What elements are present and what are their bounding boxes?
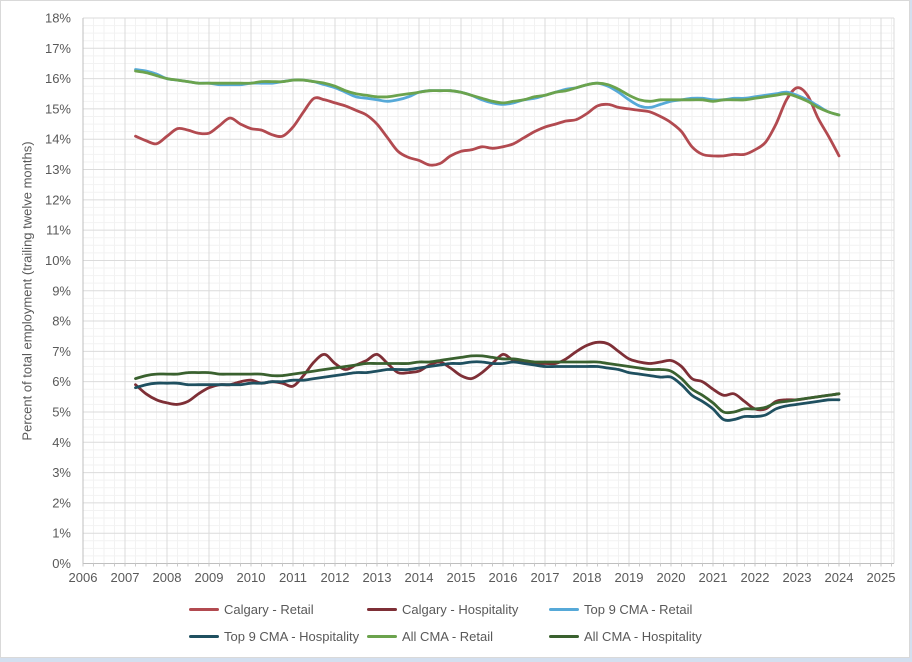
x-tick-label: 2018 bbox=[573, 570, 602, 585]
y-tick-label: 9% bbox=[52, 283, 71, 298]
x-tick-label: 2010 bbox=[237, 570, 266, 585]
axis-tick-marks bbox=[82, 563, 892, 567]
x-tick-label: 2021 bbox=[699, 570, 728, 585]
y-tick-label: 14% bbox=[45, 132, 71, 147]
legend-item-all-cma-hospitality: All CMA - Hospitality bbox=[549, 629, 702, 644]
y-tick-label: 6% bbox=[52, 374, 71, 389]
y-axis-labels: 0% 1% 2% 3% 4% 5% 6% 7% 8% 9% 10% 11% 12% 13% 14% 15% 16… bbox=[45, 11, 71, 572]
legend-line-swatch bbox=[367, 634, 397, 639]
legend-label: Top 9 CMA - Retail bbox=[584, 602, 693, 617]
series-line-top-9-cma-hospitality bbox=[134, 360, 841, 422]
legend-line-swatch bbox=[549, 607, 579, 612]
x-tick-label: 2017 bbox=[531, 570, 560, 585]
legend-label: Top 9 CMA - Hospitality bbox=[224, 629, 360, 644]
series-line-all-cma-hospitality bbox=[134, 354, 841, 415]
series-line-all-cma-retail bbox=[134, 69, 841, 117]
series-line-calgary-hospitality bbox=[134, 340, 841, 412]
x-tick-label: 2016 bbox=[489, 570, 518, 585]
y-tick-label: 0% bbox=[52, 556, 71, 571]
line-chart-svg: 0% 1% 2% 3% 4% 5% 6% 7% 8% 9% 10% 11% 12% 13% 14% 15% 16… bbox=[45, 11, 896, 586]
legend-item-calgary-retail: Calgary - Retail bbox=[189, 602, 314, 617]
legend-item-all-cma-retail: All CMA - Retail bbox=[367, 629, 493, 644]
legend-line-swatch bbox=[367, 607, 397, 612]
x-tick-label: 2014 bbox=[405, 570, 434, 585]
legend-line-swatch bbox=[189, 607, 219, 612]
x-tick-label: 2015 bbox=[447, 570, 476, 585]
y-tick-label: 1% bbox=[52, 526, 71, 541]
y-tick-label: 8% bbox=[52, 314, 71, 329]
legend-label: Calgary - Retail bbox=[224, 602, 314, 617]
x-tick-label: 2023 bbox=[783, 570, 812, 585]
y-tick-label: 2% bbox=[52, 495, 71, 510]
y-tick-label: 15% bbox=[45, 101, 71, 116]
y-tick-label: 7% bbox=[52, 344, 71, 359]
y-tick-label: 11% bbox=[46, 223, 71, 238]
series-lines bbox=[134, 68, 841, 422]
y-tick-label: 4% bbox=[52, 435, 71, 450]
series-line-calgary-retail bbox=[134, 86, 841, 167]
y-axis-title: Percent of total employment (trailing tw… bbox=[19, 141, 35, 441]
y-tick-label: 10% bbox=[45, 253, 71, 268]
x-tick-label: 2008 bbox=[153, 570, 182, 585]
x-tick-label: 2025 bbox=[867, 570, 896, 585]
legend-label: All CMA - Retail bbox=[402, 629, 494, 644]
y-tick-label: 17% bbox=[45, 41, 71, 56]
x-tick-label: 2011 bbox=[279, 570, 307, 585]
y-tick-label: 18% bbox=[45, 11, 71, 26]
legend-item-top-9-cma-retail: Top 9 CMA - Retail bbox=[549, 602, 692, 617]
x-tick-label: 2007 bbox=[111, 570, 140, 585]
y-tick-label: 5% bbox=[52, 404, 71, 419]
x-tick-label: 2019 bbox=[615, 570, 644, 585]
legend-item-calgary-hospitality: Calgary - Hospitality bbox=[367, 602, 518, 617]
x-tick-label: 2013 bbox=[363, 570, 392, 585]
legend-label: Calgary - Hospitality bbox=[402, 602, 519, 617]
x-tick-label: 2009 bbox=[195, 570, 224, 585]
gridlines-major bbox=[82, 17, 895, 564]
x-axis-labels: 2006 2007 2008 2009 2010 2011 2012 2013 2014 2015… bbox=[69, 570, 896, 585]
x-tick-label: 2022 bbox=[741, 570, 770, 585]
axis-lines bbox=[82, 18, 894, 564]
legend-item-top-9-cma-hospitality: Top 9 CMA - Hospitality bbox=[189, 629, 359, 644]
x-tick-label: 2006 bbox=[69, 570, 98, 585]
x-tick-label: 2020 bbox=[657, 570, 686, 585]
legend-line-swatch bbox=[549, 634, 579, 639]
y-tick-label: 16% bbox=[45, 71, 71, 86]
x-tick-label: 2024 bbox=[825, 570, 854, 585]
series-line-top-9-cma-retail bbox=[134, 68, 841, 117]
x-tick-label: 2012 bbox=[321, 570, 350, 585]
legend-label: All CMA - Hospitality bbox=[584, 629, 702, 644]
y-tick-label: 13% bbox=[45, 162, 71, 177]
y-tick-label: 12% bbox=[45, 192, 71, 207]
legend-line-swatch bbox=[189, 634, 219, 639]
y-tick-label: 3% bbox=[52, 465, 71, 480]
